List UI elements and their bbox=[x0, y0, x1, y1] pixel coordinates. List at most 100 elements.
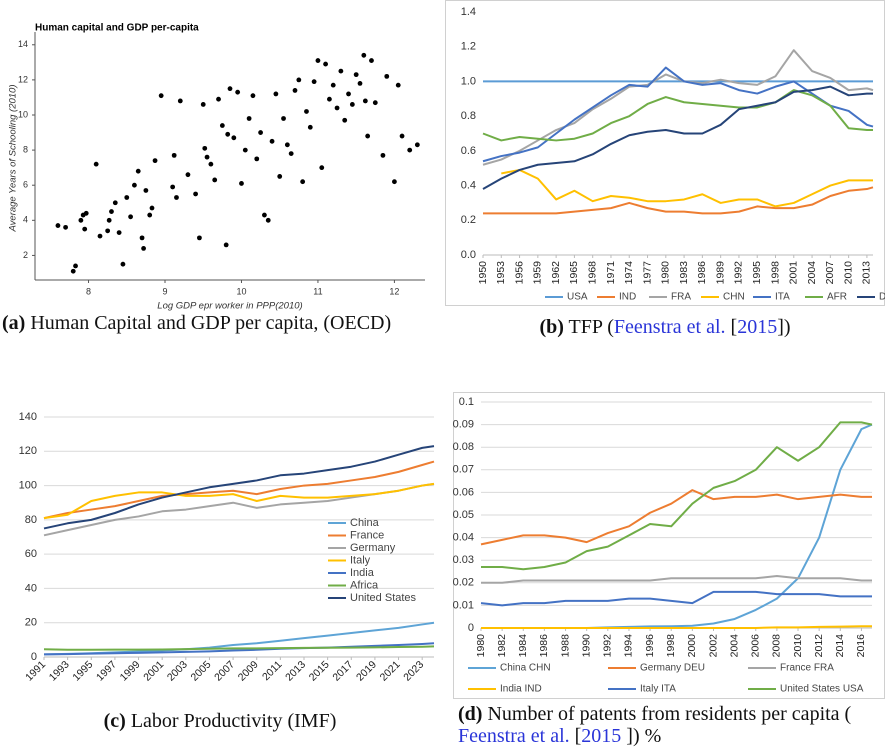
scatter-point bbox=[70, 268, 76, 274]
scatter-point bbox=[239, 181, 244, 186]
scatter-point bbox=[288, 151, 294, 157]
x-tick-label: 1974 bbox=[623, 261, 635, 285]
scatter-point bbox=[315, 58, 321, 63]
scatter-point bbox=[353, 72, 359, 78]
scatter-point bbox=[346, 91, 351, 97]
series-line bbox=[482, 85, 873, 190]
y-tick-label: 0.05 bbox=[453, 509, 474, 521]
panel-frame bbox=[445, 0, 885, 306]
y-tick-label: 0.09 bbox=[453, 419, 474, 431]
scatter-point bbox=[242, 147, 248, 153]
x-tick-label: 2014 bbox=[834, 634, 846, 658]
caption-label: (c) bbox=[103, 710, 126, 732]
caption-label: (b) bbox=[539, 316, 564, 338]
scatter-point bbox=[392, 179, 397, 185]
y-tick-label: 60 bbox=[25, 548, 37, 560]
scatter-point bbox=[73, 263, 78, 269]
x-tick-label: 1953 bbox=[495, 261, 507, 285]
y-tick-label: 0.03 bbox=[453, 554, 474, 566]
legend-label: United States bbox=[350, 592, 417, 604]
scatter-point bbox=[319, 165, 325, 171]
scatter-point bbox=[414, 142, 420, 148]
scatter-point bbox=[143, 188, 149, 193]
y-tick-label: 140 bbox=[19, 411, 37, 423]
series-line bbox=[43, 460, 435, 520]
x-tick-label: 1962 bbox=[550, 261, 562, 285]
scatter-point bbox=[292, 88, 298, 93]
x-tick-label: 1980 bbox=[475, 634, 487, 658]
y-tick-label: 4 bbox=[23, 215, 28, 225]
scatter-point bbox=[235, 89, 241, 95]
legend-label: DEU bbox=[879, 292, 885, 303]
x-tick-label: 2005 bbox=[189, 658, 214, 683]
caption-text: [ bbox=[569, 725, 582, 747]
series-line bbox=[480, 590, 872, 607]
x-tick-label: 1996 bbox=[644, 634, 656, 658]
y-tick-label: 14 bbox=[18, 39, 28, 49]
scatter-point bbox=[63, 224, 68, 230]
scatter-point bbox=[327, 96, 332, 102]
y-tick-label: 0.01 bbox=[453, 599, 474, 611]
scatter-point bbox=[120, 261, 126, 267]
x-tick-label: 1990 bbox=[580, 634, 592, 658]
scatter-point bbox=[258, 130, 263, 135]
scatter-point bbox=[395, 82, 401, 88]
x-tick-label: 1999 bbox=[118, 658, 143, 683]
scatter-point bbox=[82, 226, 88, 232]
x-tick-label: 9 bbox=[162, 286, 167, 296]
scatter-point bbox=[197, 235, 202, 241]
series-line bbox=[483, 186, 874, 215]
scatter-point bbox=[97, 233, 103, 239]
x-tick-label: 2000 bbox=[686, 634, 698, 658]
scatter-point bbox=[407, 147, 413, 153]
x-tick-label: 2004 bbox=[806, 261, 818, 285]
legend-label: China bbox=[350, 517, 380, 529]
x-tick-label: 1982 bbox=[496, 634, 508, 658]
scatter-point bbox=[273, 91, 279, 97]
x-tick-label: 1986 bbox=[538, 634, 550, 658]
series-line bbox=[43, 482, 435, 520]
y-tick-label: 0 bbox=[31, 651, 37, 663]
x-tick-label: 2015 bbox=[307, 658, 332, 683]
scatter-point bbox=[135, 168, 141, 174]
scatter-point bbox=[254, 156, 260, 162]
scatter-point bbox=[116, 230, 122, 236]
scatter-point bbox=[262, 212, 267, 218]
x-tick-label: 2016 bbox=[855, 634, 867, 658]
legend-label: India IND bbox=[500, 684, 542, 695]
scatter-point bbox=[223, 242, 229, 248]
scatter-point bbox=[277, 174, 283, 179]
chart-title: Human capital and GDP per-capita bbox=[35, 23, 199, 34]
x-tick-label: 12 bbox=[389, 286, 399, 296]
x-tick-label: 2007 bbox=[824, 261, 836, 285]
caption-text: ]) % bbox=[621, 725, 662, 747]
scatter-point bbox=[304, 109, 309, 114]
y-tick-label: 0.4 bbox=[461, 179, 476, 191]
scatter-point bbox=[265, 217, 271, 223]
legend-label: CHN bbox=[723, 292, 745, 303]
scatter-point bbox=[399, 133, 405, 139]
y-tick-label: 1.2 bbox=[461, 41, 476, 53]
x-tick-label: 1995 bbox=[70, 658, 95, 683]
x-tick-label: 1994 bbox=[623, 634, 635, 658]
x-tick-label: 2010 bbox=[792, 634, 804, 658]
caption: (c) Labor Productivity (IMF) bbox=[0, 710, 440, 732]
x-tick-label: 1984 bbox=[517, 634, 529, 658]
y-tick-label: 0 bbox=[468, 622, 474, 634]
y-tick-label: 0.06 bbox=[453, 486, 474, 498]
scatter-point bbox=[227, 86, 233, 92]
scatter-point bbox=[212, 177, 218, 183]
scatter-point bbox=[171, 152, 177, 158]
x-tick-label: 2023 bbox=[401, 658, 426, 683]
series-line bbox=[482, 89, 873, 142]
x-tick-label: 2001 bbox=[788, 261, 800, 285]
scatter-point bbox=[208, 161, 214, 167]
y-tick-label: 1.4 bbox=[461, 6, 476, 18]
legend-label: Germany DEU bbox=[640, 663, 705, 674]
scatter-point bbox=[105, 228, 111, 234]
series-line bbox=[480, 489, 872, 546]
y-tick-label: 0.6 bbox=[461, 145, 476, 157]
legend-label: United States USA bbox=[780, 684, 864, 695]
x-tick-label: 2008 bbox=[771, 634, 783, 658]
